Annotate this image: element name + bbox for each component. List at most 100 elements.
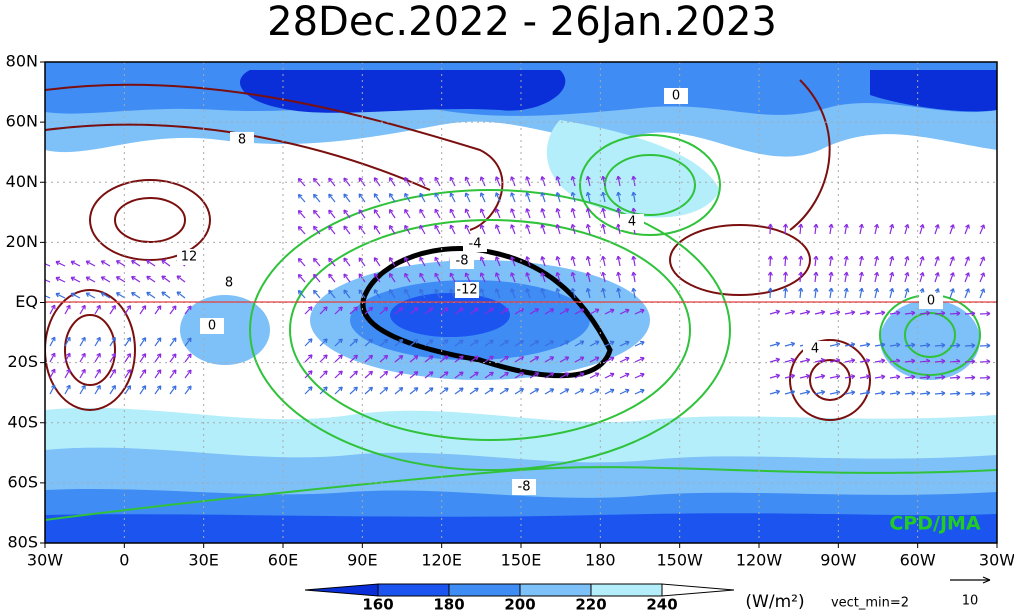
wind-vector	[571, 256, 576, 267]
wind-vector	[124, 337, 131, 347]
wind-vector	[419, 273, 426, 283]
wind-vector-head	[986, 375, 991, 381]
wind-vector-head	[911, 358, 916, 364]
wind-vector-head	[338, 354, 343, 360]
wind-vector-head	[949, 288, 955, 293]
wind-vector	[304, 338, 313, 347]
wind-vector	[424, 339, 434, 347]
wind-vector	[859, 375, 870, 379]
wind-vector-head	[413, 339, 419, 344]
wind-vector	[559, 372, 570, 379]
wind-vector-head	[504, 339, 509, 345]
wind-vector	[529, 356, 539, 363]
wind-vector	[373, 273, 381, 283]
wind-vector	[304, 306, 313, 315]
wind-vector-head	[479, 288, 485, 293]
shade-warm-pool-3	[390, 293, 510, 337]
wind-vector-head	[358, 177, 364, 182]
wind-vector-head	[398, 355, 404, 360]
lon-label: 30W	[979, 551, 1014, 570]
wind-vector-head	[555, 223, 561, 229]
wind-vector-head	[307, 386, 313, 391]
wind-vector-head	[388, 177, 394, 182]
wind-vector-head	[600, 175, 607, 181]
wind-vector	[541, 208, 546, 219]
wind-vector	[480, 192, 486, 203]
wind-vector-head	[616, 287, 622, 293]
wind-vector	[904, 288, 909, 299]
wind-vector	[328, 209, 336, 219]
wind-vector	[510, 288, 516, 299]
wind-vector	[439, 371, 449, 379]
wind-vector-head	[464, 176, 470, 182]
wind-vector-head	[820, 357, 826, 363]
wind-vector-head	[865, 374, 871, 380]
wind-vector-head	[904, 287, 910, 293]
wind-vector-head	[171, 305, 177, 310]
wind-vector-head	[525, 224, 531, 229]
wind-vector	[769, 310, 780, 315]
wind-vector	[419, 209, 426, 219]
wind-vector-head	[156, 369, 162, 374]
wind-vector-head	[850, 342, 856, 348]
wind-vector	[424, 307, 434, 315]
wind-vector-head	[775, 341, 781, 347]
colorbar-segment	[377, 583, 450, 597]
wind-vector-head	[70, 260, 76, 266]
wind-vector-head	[790, 309, 796, 315]
wind-vector-head	[388, 209, 394, 214]
wind-vector	[484, 387, 494, 395]
wind-vector	[404, 289, 411, 299]
wind-vector-head	[579, 372, 585, 378]
wind-vector	[484, 355, 494, 363]
wind-vector	[556, 272, 561, 283]
wind-vector	[495, 288, 501, 299]
wind-vector	[889, 375, 900, 379]
wind-vector	[480, 224, 486, 235]
wind-vector-head	[413, 371, 419, 376]
wind-vector	[859, 272, 863, 283]
wind-vector	[619, 357, 630, 363]
wind-vector-head	[434, 256, 439, 262]
wind-vector	[889, 343, 900, 347]
wind-vector	[101, 292, 111, 299]
wind-vector	[799, 255, 802, 267]
wind-vector-head	[50, 336, 56, 342]
wind-vector-head	[934, 272, 940, 277]
lon-label: 60E	[268, 551, 298, 570]
wind-vector	[484, 371, 494, 379]
wind-vector-head	[790, 389, 796, 395]
wind-vector-head	[428, 339, 434, 344]
wind-vector	[964, 272, 970, 283]
wind-vector-head	[187, 369, 192, 375]
wind-vector	[358, 177, 366, 187]
wind-vector	[389, 257, 396, 267]
wind-vector	[510, 224, 516, 235]
wind-vector	[784, 287, 787, 299]
wind-vector	[313, 289, 321, 299]
wind-vector-head	[564, 308, 570, 313]
wind-vector	[109, 353, 116, 363]
wind-vector	[859, 224, 863, 235]
wind-vector	[604, 373, 615, 379]
wind-vector	[617, 272, 621, 283]
wind-vector	[176, 275, 186, 283]
wind-vector-head	[50, 304, 56, 310]
wind-vector	[859, 343, 870, 347]
wind-vector-head	[434, 272, 439, 278]
wind-vector-head	[358, 209, 364, 214]
colorbar-label: 240	[646, 596, 677, 612]
wind-vector-head	[570, 271, 576, 277]
wind-vector-head	[126, 305, 132, 310]
wind-vector-head	[373, 289, 379, 294]
wind-vector	[139, 353, 147, 363]
wind-vector-head	[926, 342, 931, 348]
wind-vector-head	[564, 356, 570, 361]
wind-vector	[634, 309, 645, 315]
wind-vector	[469, 339, 479, 347]
wind-vector	[919, 360, 931, 363]
wind-vector	[364, 370, 373, 379]
wind-vector	[589, 388, 600, 395]
wind-vector-head	[323, 338, 328, 344]
wind-vector-head	[126, 337, 132, 342]
